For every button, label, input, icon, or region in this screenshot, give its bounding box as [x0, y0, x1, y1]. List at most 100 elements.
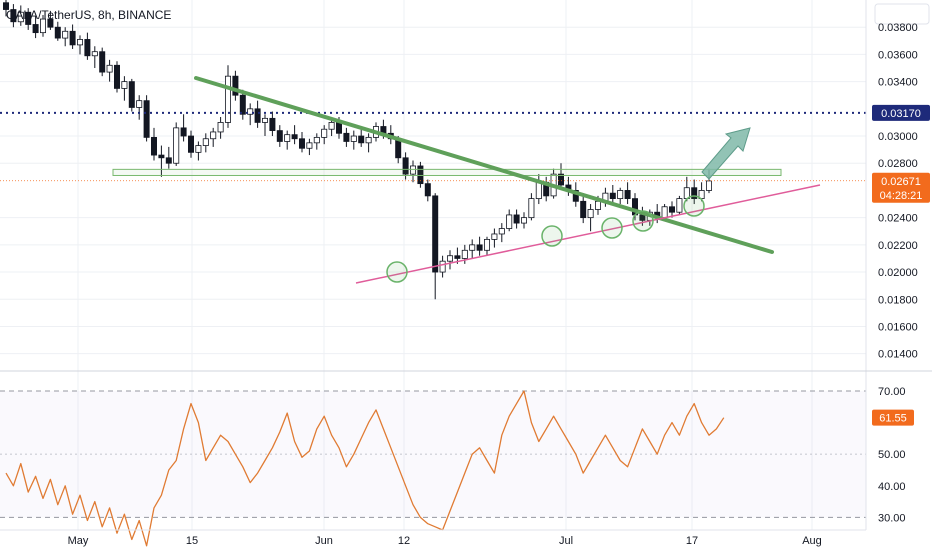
chart-title: GALA/TetherUS, 8h, BINANCE — [6, 8, 171, 22]
candle-body — [187, 135, 194, 153]
touch-point-circle — [541, 225, 563, 247]
ascending-trendline — [355, 184, 821, 284]
price-tick-label: 0.01600 — [878, 321, 918, 333]
candle-body — [483, 239, 490, 251]
candle-body — [528, 198, 535, 219]
candle-body — [173, 127, 180, 164]
candle-body — [143, 100, 150, 138]
candle-body — [91, 51, 98, 57]
candle-body — [77, 39, 84, 46]
rsi-tick-label: 70.00 — [878, 386, 906, 398]
price-tick-label: 0.03000 — [878, 131, 918, 143]
candle-body — [269, 117, 276, 131]
bar-countdown: 04:28:21 — [880, 190, 923, 202]
candle-body — [558, 173, 565, 186]
candle-body — [661, 206, 668, 219]
candle-body — [402, 157, 409, 175]
time-tick-label: May — [68, 535, 89, 547]
candle-body — [254, 108, 261, 123]
candle-body — [617, 190, 624, 200]
candle-body — [150, 136, 157, 156]
last-price-value: 0.02671 — [881, 176, 921, 188]
candle-body — [676, 198, 683, 213]
candle-body — [624, 190, 631, 200]
touch-point-circle — [683, 195, 705, 217]
time-tick-label: Aug — [802, 535, 822, 547]
time-tick-label: Jun — [315, 535, 333, 547]
candles — [3, 0, 713, 300]
candle-body — [335, 122, 342, 134]
candle-body — [158, 154, 165, 159]
rsi-current-value: 61.55 — [879, 413, 907, 425]
candle-body — [69, 30, 76, 46]
rsi-tick-label: 40.00 — [878, 481, 906, 493]
touch-point-circle — [632, 210, 654, 232]
candle-body — [32, 24, 39, 34]
candle-body — [498, 228, 505, 235]
candle-body — [469, 244, 476, 251]
rsi-pane — [0, 390, 866, 547]
price-tick-label: 0.02200 — [878, 240, 918, 252]
price-tick-label: 0.02800 — [878, 158, 918, 170]
candle-body — [291, 134, 298, 140]
candle-body — [62, 30, 69, 39]
candle-body — [343, 132, 350, 142]
candle-body — [298, 138, 305, 149]
candle-body — [128, 81, 135, 108]
candle-body — [40, 18, 47, 34]
candle-body — [247, 108, 254, 115]
last-price-badge — [872, 172, 930, 203]
candle-body — [54, 26, 61, 39]
candle-body — [239, 94, 246, 115]
touch-point-circle — [601, 217, 623, 239]
candle-body — [106, 64, 113, 73]
time-tick-label: Jul — [559, 535, 573, 547]
scale-button — [874, 3, 930, 25]
candle-body — [99, 51, 106, 73]
candle-body — [424, 183, 431, 197]
candle-body — [84, 39, 91, 57]
candle-body — [358, 135, 365, 144]
rsi-tick-label: 50.00 — [878, 449, 906, 461]
candle-body — [17, 11, 24, 23]
candle-body — [513, 214, 520, 224]
price-tick-label: 0.02400 — [878, 213, 918, 225]
price-tick-label: 0.01400 — [878, 349, 918, 361]
rsi-tick-label: 30.00 — [878, 512, 906, 524]
candle-body — [706, 180, 713, 191]
rsi-line — [5, 390, 725, 547]
candle-body — [210, 131, 217, 140]
candle-body — [195, 145, 202, 153]
breakout-arrow — [701, 127, 751, 180]
candle-body — [306, 142, 313, 149]
candle-body — [454, 255, 461, 259]
candle-body — [261, 117, 268, 123]
price-tick-label: 0.03600 — [878, 49, 918, 61]
price-tick-label: 0.03800 — [878, 22, 918, 34]
time-tick-label: 15 — [186, 535, 198, 547]
candle-body — [521, 217, 528, 224]
candle-body — [3, 2, 9, 10]
candle-body — [595, 200, 602, 210]
candle-body — [114, 64, 121, 89]
candle-body — [580, 200, 587, 219]
resistance-level-value: 0.03170 — [881, 108, 921, 120]
candle-body — [446, 255, 453, 262]
candle-body — [432, 195, 439, 273]
candle-body — [476, 244, 483, 251]
candle-body — [409, 165, 416, 175]
candle-body — [121, 81, 128, 89]
candle-body — [609, 192, 616, 200]
candle-body — [165, 157, 172, 164]
descending-trendline — [194, 76, 774, 254]
candle-body — [276, 130, 283, 142]
price-tick-label: 0.03400 — [878, 77, 918, 89]
candle-body — [25, 11, 32, 25]
price-axis-panel — [866, 0, 932, 550]
candle-body — [10, 9, 17, 23]
candle-body — [572, 190, 579, 202]
time-tick-label: 12 — [398, 535, 410, 547]
resistance-level-badge — [872, 104, 930, 121]
